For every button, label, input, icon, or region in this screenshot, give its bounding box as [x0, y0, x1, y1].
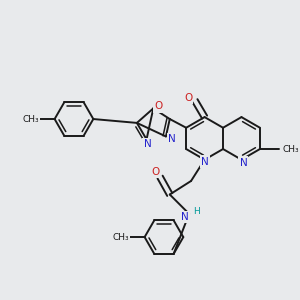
Text: N: N — [182, 212, 189, 222]
Text: H: H — [194, 207, 200, 216]
Text: CH₃: CH₃ — [22, 115, 39, 124]
Text: CH₃: CH₃ — [112, 232, 129, 242]
Text: N: N — [239, 158, 247, 168]
Text: N: N — [168, 134, 176, 144]
Text: O: O — [154, 101, 162, 112]
Text: CH₃: CH₃ — [283, 145, 299, 154]
Text: N: N — [201, 157, 208, 166]
Text: O: O — [184, 93, 192, 103]
Text: N: N — [144, 139, 152, 149]
Text: O: O — [151, 167, 159, 177]
